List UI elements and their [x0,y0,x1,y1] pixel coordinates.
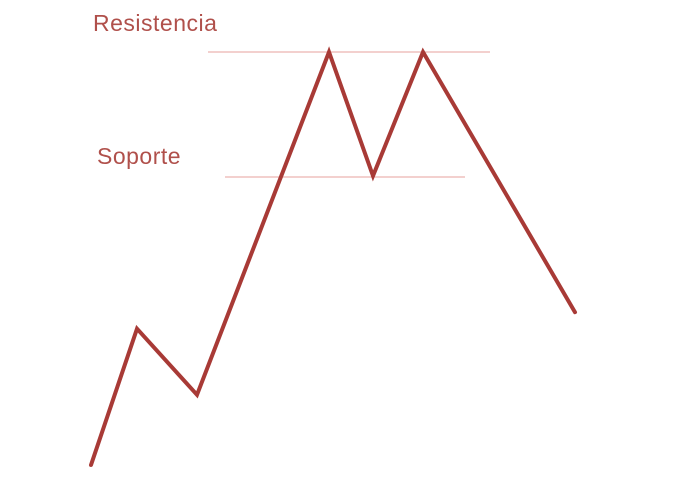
support-label: Soporte [97,143,182,169]
resistance-label: Resistencia [93,10,218,36]
price-line [89,46,577,467]
